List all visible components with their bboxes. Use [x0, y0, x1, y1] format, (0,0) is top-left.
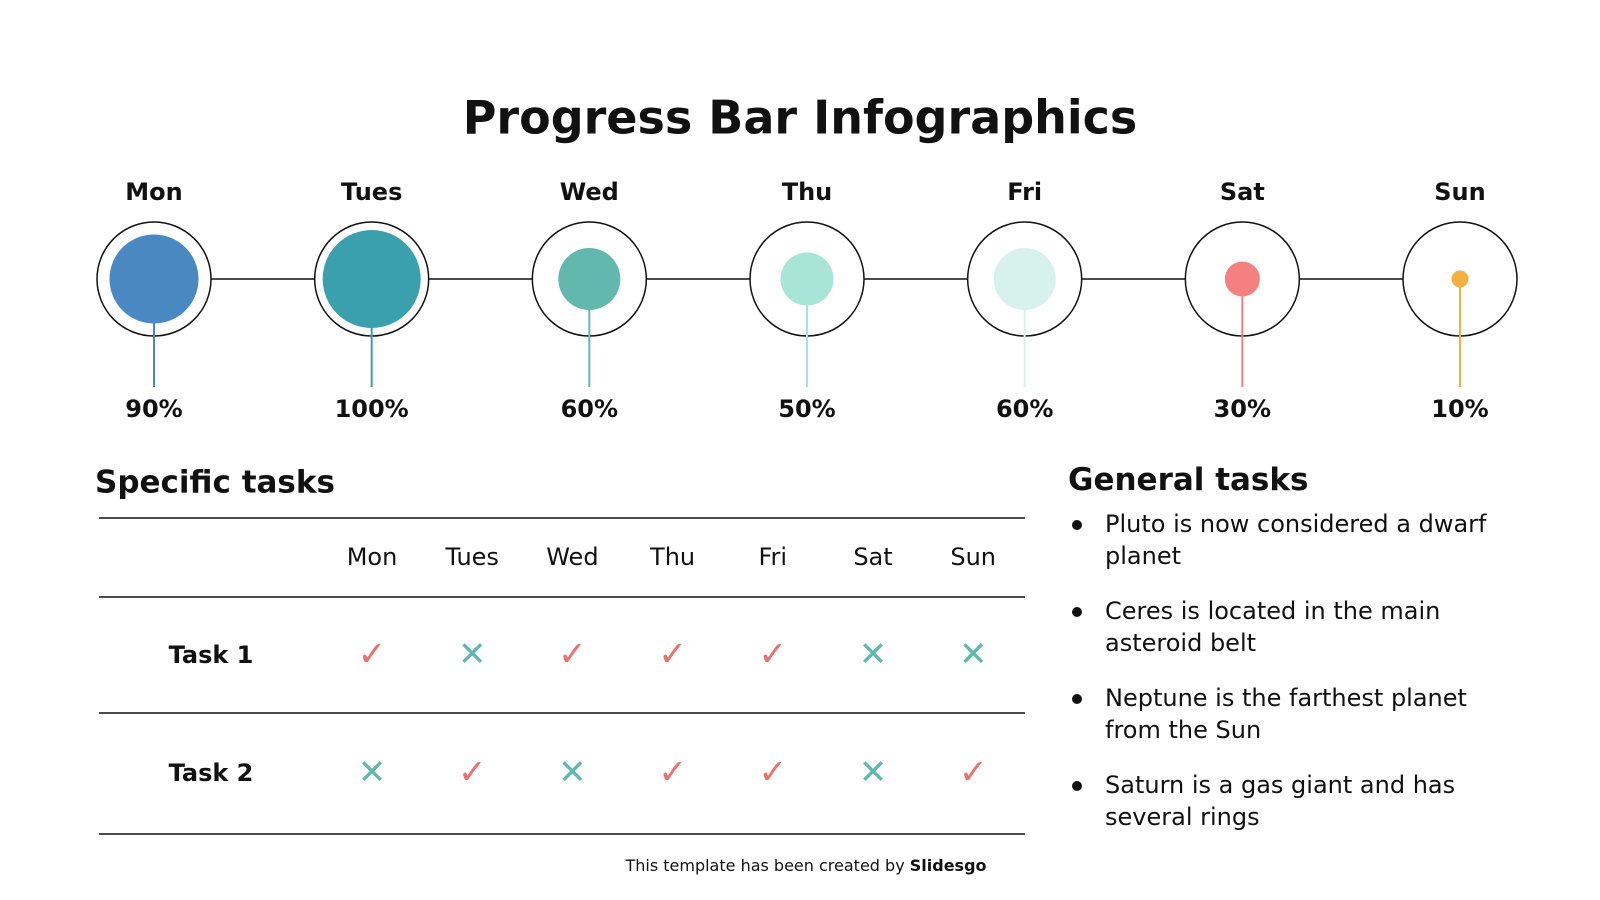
- value-label: 50%: [778, 395, 835, 423]
- column-header: Sun: [950, 543, 996, 571]
- row-label: Task 2: [169, 759, 254, 787]
- column-header: Tues: [444, 543, 499, 571]
- footer: This template has been created by Slides…: [0, 856, 1600, 875]
- column-header: Sat: [853, 543, 892, 571]
- day-label: Mon: [125, 178, 182, 206]
- status-mark: ✓: [558, 635, 587, 675]
- footer-text: This template has been created by: [625, 856, 905, 875]
- status-mark: ✓: [458, 753, 487, 793]
- section-title: General tasks: [1068, 462, 1309, 498]
- task-list: Pluto is now considered a dwarf planet Ce…: [1068, 508, 1568, 833]
- progress-dot: [1451, 270, 1469, 288]
- status-mark: ✕: [859, 635, 888, 675]
- task-item: Neptune is the farthest planet from the …: [1068, 682, 1525, 746]
- task-item: Pluto is now considered a dwarf planet: [1068, 508, 1525, 572]
- value-label: 60%: [996, 395, 1053, 423]
- status-mark: ✕: [358, 753, 387, 793]
- value-label: 10%: [1431, 395, 1488, 423]
- status-mark: ✓: [658, 635, 687, 675]
- progress-dot: [780, 252, 834, 306]
- value-label: 60%: [561, 395, 618, 423]
- day-label: Sat: [1220, 178, 1265, 206]
- value-label: 30%: [1214, 395, 1271, 423]
- status-mark: ✓: [358, 635, 387, 675]
- progress-dot: [322, 230, 421, 328]
- status-mark: ✓: [759, 753, 788, 793]
- section-title: Specific tasks: [95, 465, 335, 501]
- value-label: 100%: [335, 395, 409, 423]
- task-item: Ceres is located in the main asteroid be…: [1068, 595, 1525, 659]
- day-label: Sun: [1434, 178, 1485, 206]
- status-mark: ✓: [759, 635, 788, 675]
- column-header: Thu: [649, 543, 695, 571]
- progress-dot: [109, 234, 199, 324]
- day-label: Fri: [1007, 178, 1042, 206]
- status-mark: ✕: [859, 753, 888, 793]
- day-label: Thu: [782, 178, 833, 206]
- progress-dot: [1224, 261, 1260, 297]
- progress-dot: [993, 248, 1056, 310]
- value-label: 90%: [125, 395, 182, 423]
- progress-dot: [558, 248, 621, 310]
- status-mark: ✕: [558, 753, 587, 793]
- chart-title: Progress Bar Infographics: [463, 91, 1138, 145]
- status-mark: ✕: [458, 635, 487, 675]
- column-header: Mon: [347, 543, 398, 571]
- status-mark: ✕: [959, 635, 988, 675]
- general-tasks: General tasks Pluto is now considered a …: [1068, 462, 1568, 856]
- day-label: Tues: [341, 178, 402, 206]
- footer-brand: Slidesgo: [909, 856, 987, 875]
- status-mark: ✓: [658, 753, 687, 793]
- column-header: Wed: [546, 543, 598, 571]
- row-label: Task 1: [169, 641, 254, 669]
- task-item: Saturn is a gas giant and has several ri…: [1068, 769, 1525, 833]
- column-header: Fri: [759, 543, 788, 571]
- day-label: Wed: [560, 178, 619, 206]
- status-mark: ✓: [959, 753, 988, 793]
